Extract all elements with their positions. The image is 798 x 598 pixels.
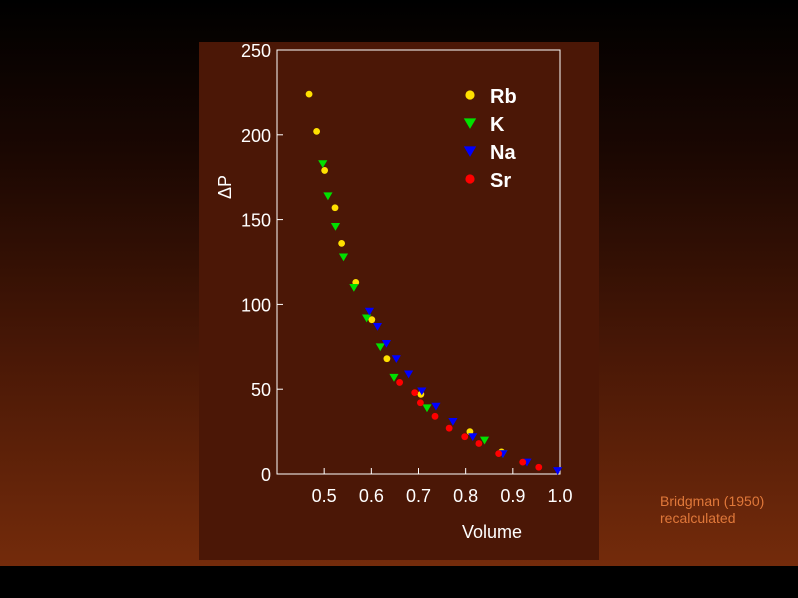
legend: Rb K Na Sr: [463, 86, 517, 192]
legend-label-rb: Rb: [490, 86, 517, 108]
series-k: [318, 160, 508, 459]
legend-item-sr: Sr: [465, 170, 511, 192]
x-tick-label: 0.7: [406, 486, 431, 506]
citation-line-1: Bridgman (1950): [660, 493, 765, 509]
legend-item-na: Na: [463, 142, 516, 164]
legend-label-na: Na: [490, 142, 516, 164]
legend-marker-k: [463, 118, 477, 129]
data-point-k: [422, 404, 432, 413]
bottom-bar: [0, 566, 798, 598]
data-point-rb: [321, 167, 329, 174]
y-tick-label: 150: [241, 211, 271, 231]
x-tick-label: 0.6: [359, 486, 384, 506]
citation: Bridgman (1950) recalculated: [660, 493, 764, 527]
legend-marker-na: [463, 146, 477, 157]
data-point-na: [448, 417, 458, 426]
data-point-k: [375, 343, 385, 352]
data-point-na: [468, 433, 478, 442]
y-tick-label: 50: [251, 380, 271, 400]
x-tick-label: 0.8: [453, 486, 478, 506]
data-point-k: [323, 192, 333, 201]
legend-label-k: K: [490, 114, 505, 136]
series-rb: [305, 90, 505, 456]
data-point-sr: [431, 412, 439, 420]
x-tick-label: 0.5: [312, 486, 337, 506]
series-na: [364, 307, 563, 475]
data-point-rb: [383, 355, 391, 363]
data-point-na: [364, 307, 375, 316]
legend-marker-sr: [465, 174, 475, 184]
data-point-na: [391, 355, 401, 364]
data-points: [305, 90, 563, 475]
x-axis: 0.5 0.6 0.7 0.8 0.9 1.0: [312, 468, 573, 506]
y-tick-label: 250: [241, 41, 271, 61]
legend-item-k: K: [463, 114, 505, 136]
data-point-rb: [313, 128, 321, 135]
data-point-sr: [519, 458, 527, 466]
legend-label-sr: Sr: [490, 170, 511, 192]
data-point-rb: [331, 204, 339, 212]
data-point-k: [479, 436, 490, 445]
data-point-na: [381, 339, 392, 348]
data-point-sr: [445, 424, 453, 432]
x-tick-label: 0.9: [500, 486, 525, 506]
data-point-na: [372, 323, 383, 331]
data-point-sr: [411, 389, 419, 396]
data-point-k: [330, 222, 341, 231]
x-axis-label: Volume: [462, 522, 522, 542]
plot-frame: [276, 49, 561, 475]
data-point-k: [318, 160, 328, 168]
y-tick-label: 0: [261, 465, 271, 485]
data-point-sr: [416, 399, 424, 407]
x-tick-label: 1.0: [547, 486, 572, 506]
data-point-sr: [461, 433, 469, 441]
data-point-k: [349, 283, 359, 292]
data-point-sr: [535, 463, 543, 471]
data-point-k: [389, 373, 399, 382]
data-point-sr: [396, 379, 404, 386]
y-tick-label: 200: [241, 126, 271, 146]
series-sr: [396, 379, 543, 471]
data-point-na: [431, 402, 441, 411]
y-tick-label: 100: [241, 295, 271, 315]
data-point-na: [417, 387, 427, 396]
data-point-rb: [305, 90, 313, 98]
citation-line-2: recalculated: [660, 510, 736, 526]
data-point-rb: [368, 316, 376, 324]
y-axis-label: ΔP: [215, 175, 235, 199]
data-point-sr: [495, 450, 503, 458]
data-point-k: [338, 253, 349, 262]
data-point-na: [553, 467, 563, 475]
legend-marker-rb: [465, 90, 475, 100]
y-axis: 0 50 100 150 200 250: [241, 41, 283, 485]
data-point-na: [404, 370, 414, 379]
data-point-k: [362, 314, 372, 323]
data-point-sr: [475, 440, 483, 447]
data-point-rb: [338, 239, 346, 247]
legend-item-rb: Rb: [465, 86, 517, 108]
